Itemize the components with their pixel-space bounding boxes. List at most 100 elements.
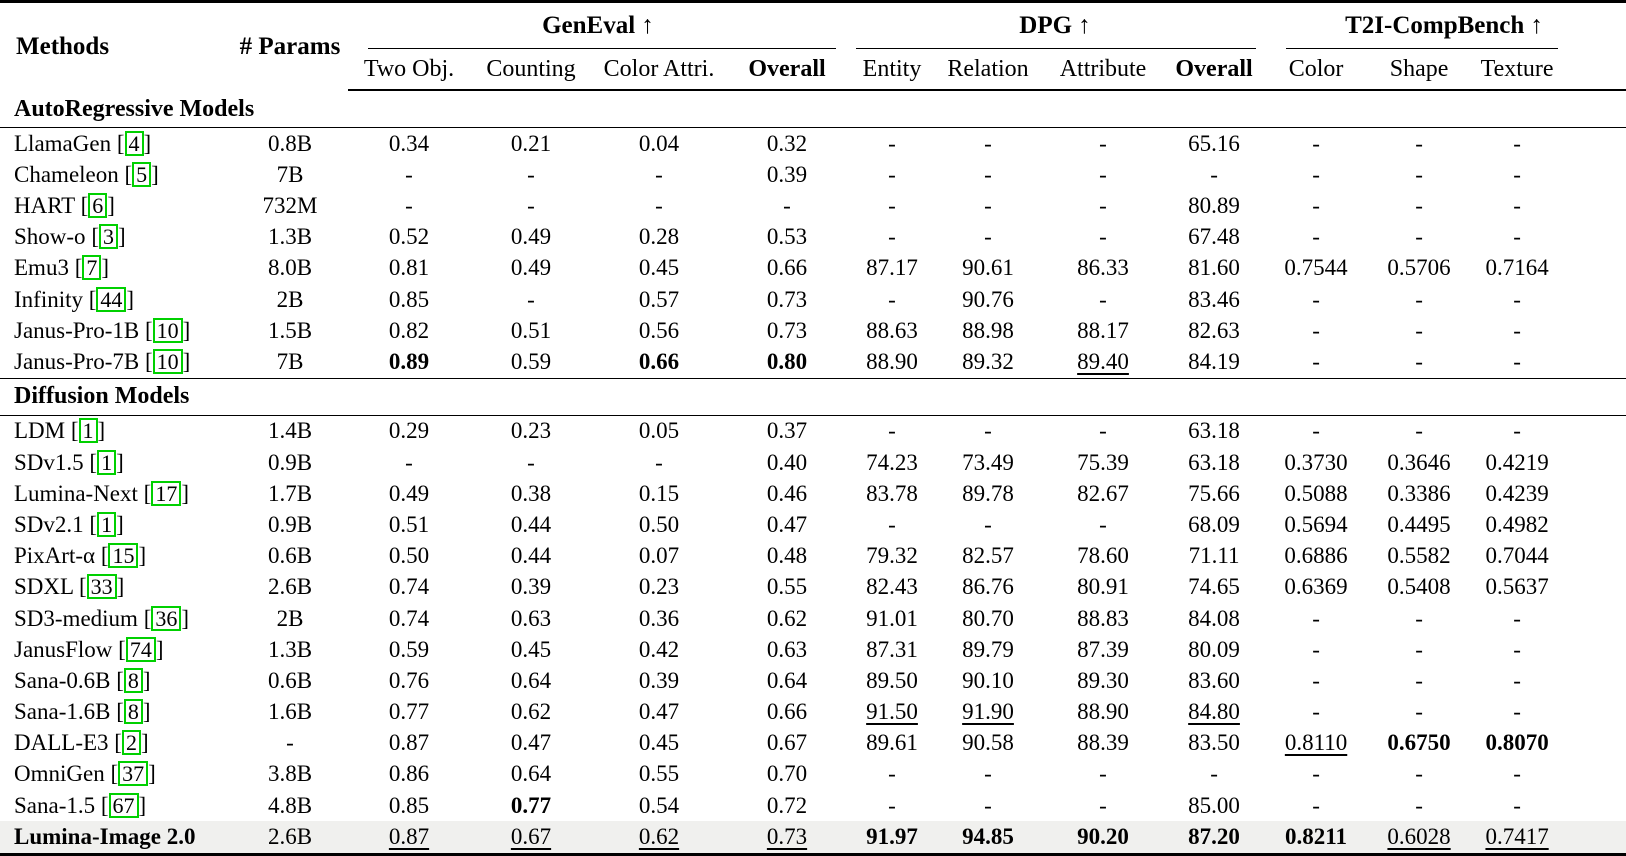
cell-shape: 0.5706 bbox=[1370, 253, 1468, 284]
cell-texture: - bbox=[1468, 603, 1626, 634]
params-cell: 0.6B bbox=[267, 667, 313, 693]
cell-dpg-overall: 83.50 bbox=[1166, 728, 1262, 759]
cell-entity: - bbox=[848, 790, 936, 821]
cell-value: 0.4239 bbox=[1485, 480, 1549, 506]
citation-link[interactable]: 15 bbox=[108, 543, 139, 569]
citation-link[interactable]: 4 bbox=[124, 130, 144, 156]
cell-value: 0.66 bbox=[766, 255, 808, 281]
cell-value: 0.40 bbox=[766, 449, 808, 475]
citation-link[interactable]: 5 bbox=[132, 161, 152, 187]
cell-value: 0.53 bbox=[766, 224, 808, 250]
cell-entity: 74.23 bbox=[848, 447, 936, 478]
cell-value: - bbox=[655, 161, 663, 187]
citation-link[interactable]: 67 bbox=[108, 792, 139, 818]
params-cell: 1.7B bbox=[267, 480, 313, 506]
cell-geneval-overall: 0.40 bbox=[726, 447, 848, 478]
citation-link[interactable]: 37 bbox=[118, 761, 149, 787]
cell-color-attri: 0.57 bbox=[592, 284, 726, 315]
citation-link[interactable]: 44 bbox=[96, 286, 127, 312]
cell-value: - bbox=[984, 511, 992, 537]
cell-geneval-overall: 0.73 bbox=[726, 315, 848, 346]
cell-relation: 90.61 bbox=[936, 253, 1040, 284]
cell-value: 90.61 bbox=[962, 255, 1014, 281]
citation-close-bracket: ] bbox=[116, 511, 124, 537]
cell-value: 0.82 bbox=[388, 317, 430, 343]
cell-value: 89.61 bbox=[866, 730, 918, 756]
citation-link[interactable]: 1 bbox=[78, 418, 98, 444]
table-row: SD3-medium [36] 2B 0.74 0.63 0.36 0.62 91.01 80… bbox=[0, 603, 1626, 634]
cell-value: 0.8211 bbox=[1285, 824, 1348, 850]
cell-value: 0.55 bbox=[766, 574, 808, 600]
citation-link[interactable]: 10 bbox=[152, 349, 183, 375]
cell-value: 0.5088 bbox=[1284, 480, 1348, 506]
cell-color-attri: 0.45 bbox=[592, 728, 726, 759]
citation-close-bracket: ] bbox=[138, 543, 147, 569]
group-header-t2i-compbench: T2I-CompBench ↑ bbox=[1262, 2, 1626, 50]
citation-open-bracket: [ bbox=[139, 317, 153, 343]
citation-link[interactable]: 33 bbox=[86, 574, 117, 600]
method-name: LlamaGen bbox=[14, 130, 112, 156]
citation-link[interactable]: 7 bbox=[82, 255, 102, 281]
cell-value: 80.89 bbox=[1188, 193, 1240, 219]
cell-color: - bbox=[1262, 159, 1370, 190]
cell-value: 89.50 bbox=[866, 667, 918, 693]
cell-color: - bbox=[1262, 603, 1370, 634]
method-name: Sana-0.6B bbox=[14, 667, 111, 693]
method-cell: SDXL [33] bbox=[0, 572, 232, 603]
cell-attribute: - bbox=[1040, 128, 1166, 160]
cell-geneval-overall: 0.53 bbox=[726, 222, 848, 253]
cell-value: 71.11 bbox=[1188, 543, 1240, 569]
cell-value: 0.85 bbox=[388, 792, 430, 818]
method-cell: Janus-Pro-1B [10] bbox=[0, 315, 232, 346]
cell-value: 0.52 bbox=[388, 224, 430, 250]
cell-color-attri: 0.23 bbox=[592, 572, 726, 603]
cell-relation: 89.32 bbox=[936, 346, 1040, 378]
citation-link[interactable]: 3 bbox=[98, 224, 118, 250]
citation-link[interactable]: 2 bbox=[121, 730, 141, 756]
cell-value: - bbox=[1513, 792, 1521, 818]
citation-link[interactable]: 74 bbox=[125, 636, 156, 662]
cell-attribute: 89.30 bbox=[1040, 665, 1166, 696]
citation-open-bracket: [ bbox=[95, 792, 109, 818]
cell-value: 0.34 bbox=[388, 130, 430, 156]
cell-value: - bbox=[1099, 286, 1107, 312]
citation-open-bracket: [ bbox=[83, 449, 98, 475]
cell-value: 87.20 bbox=[1188, 824, 1240, 850]
cell-entity: 88.63 bbox=[848, 315, 936, 346]
cell-dpg-overall: 80.09 bbox=[1166, 634, 1262, 665]
citation-link[interactable]: 1 bbox=[97, 511, 117, 537]
cell-attribute: 89.40 bbox=[1040, 346, 1166, 378]
cell-value: - bbox=[1312, 224, 1320, 250]
method-cell: HART [6] bbox=[0, 190, 232, 221]
citation-link[interactable]: 17 bbox=[151, 480, 182, 506]
table-row: Emu3 [7] 8.0B 0.81 0.49 0.45 0.66 87.17 90.61 86… bbox=[0, 253, 1626, 284]
citation-close-bracket: ] bbox=[117, 224, 126, 250]
citation-open-bracket: [ bbox=[74, 193, 89, 219]
method-name: Lumina-Image 2.0 bbox=[14, 824, 196, 850]
cell-attribute: 80.91 bbox=[1040, 572, 1166, 603]
cell-value: 0.73 bbox=[766, 286, 808, 312]
citation-link[interactable]: 6 bbox=[88, 193, 108, 219]
cell-value: - bbox=[1415, 224, 1423, 250]
cell-value: 0.74 bbox=[388, 605, 430, 631]
cell-relation: 89.78 bbox=[936, 478, 1040, 509]
cell-value: 0.5694 bbox=[1284, 511, 1348, 537]
citation-link[interactable]: 8 bbox=[123, 699, 143, 725]
cell-geneval-overall: 0.66 bbox=[726, 697, 848, 728]
cell-value: 0.44 bbox=[510, 511, 552, 537]
cell-value: 0.77 bbox=[388, 699, 430, 725]
citation-link[interactable]: 8 bbox=[123, 667, 143, 693]
cell-entity: - bbox=[848, 284, 936, 315]
citation-link[interactable]: 1 bbox=[97, 449, 117, 475]
cell-value: 0.39 bbox=[766, 161, 808, 187]
cell-relation: - bbox=[936, 415, 1040, 447]
cell-value: - bbox=[1312, 636, 1320, 662]
cell-shape: 0.5408 bbox=[1370, 572, 1468, 603]
citation-close-bracket: ] bbox=[143, 130, 152, 156]
cell-value: 63.18 bbox=[1188, 449, 1240, 475]
citation-link[interactable]: 36 bbox=[151, 605, 182, 631]
cell-value: 0.64 bbox=[510, 667, 552, 693]
cell-texture: - bbox=[1468, 759, 1626, 790]
cell-value: - bbox=[1513, 349, 1521, 375]
citation-link[interactable]: 10 bbox=[152, 317, 183, 343]
